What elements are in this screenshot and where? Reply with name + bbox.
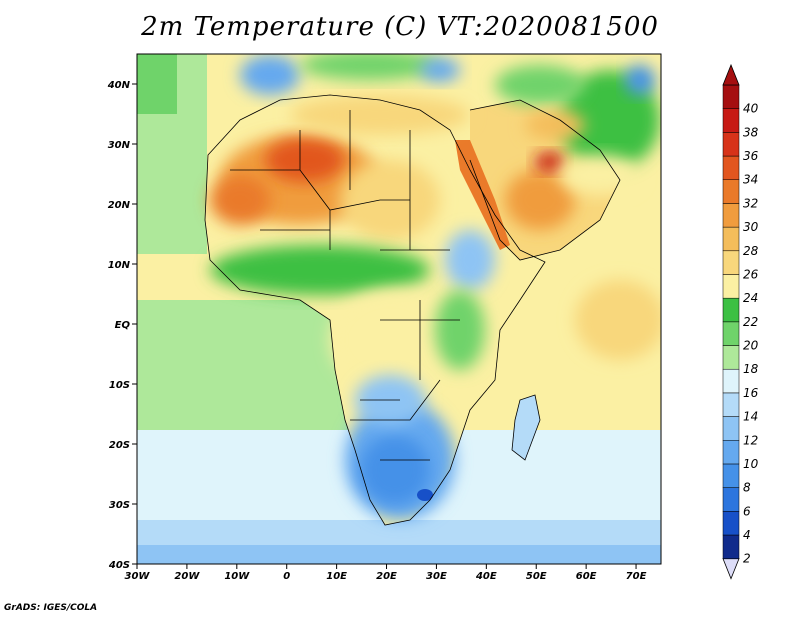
southern-africa-core <box>360 435 430 505</box>
balkans-cool <box>420 58 460 82</box>
west-sahara-warm <box>210 175 270 225</box>
colorbar-label: 14 <box>743 410 758 424</box>
colorbar-bin <box>722 274 740 299</box>
colorbar-label: 2 <box>743 552 751 566</box>
colorbar-bin <box>722 108 740 133</box>
x-tick-label: 40E <box>475 571 497 582</box>
colorbar-label: 20 <box>743 339 759 353</box>
arabia-coastline <box>469 99 621 261</box>
y-tick-label: 40S <box>108 560 130 571</box>
colorbar-label: 16 <box>743 386 759 400</box>
chart-title: 2m Temperature (C) VT:2020081500 <box>141 12 659 42</box>
map-frame <box>136 53 662 565</box>
madagascar-land <box>512 395 540 460</box>
arabia-hot <box>505 170 575 230</box>
y-tick-label: 20S <box>109 440 130 451</box>
x-tick-label: 10E <box>326 571 347 582</box>
colorbar-bin <box>722 440 740 465</box>
southern-edge-band <box>137 545 661 564</box>
colorbar-label: 26 <box>743 267 759 281</box>
colorbar-label: 18 <box>743 362 759 376</box>
colorbar-bin <box>722 487 740 512</box>
sahel-green <box>210 245 430 295</box>
colorbar-label: 10 <box>743 457 759 471</box>
x-tick-label: 20E <box>376 571 397 582</box>
colorbar-label: 38 <box>743 125 759 139</box>
europe-green <box>300 54 440 80</box>
colorbar-label: 28 <box>743 244 759 258</box>
colorbar-bin <box>722 321 740 346</box>
persian-gulf-hot <box>535 152 565 172</box>
sahara-core <box>265 138 345 182</box>
colorbar-label: 12 <box>743 433 758 447</box>
temperature-field <box>137 54 661 564</box>
iberia-cool <box>240 55 300 95</box>
colorbar-bin <box>722 463 740 488</box>
x-tick-label: 60E <box>576 571 597 582</box>
x-tick-label: 0 <box>283 571 290 582</box>
colorbar-bin <box>722 155 740 180</box>
colorbar-bin <box>722 416 740 441</box>
iran-region <box>560 70 660 170</box>
colorbar-label: 24 <box>743 291 758 305</box>
mesopotamia-warm <box>525 110 585 140</box>
x-tick-label: 10W <box>224 571 250 582</box>
colorbar-label: 34 <box>743 173 758 187</box>
grads-credit: GrADS: IGES/COLA <box>4 603 98 613</box>
colorbar-label: 22 <box>743 315 758 329</box>
colorbar-bin <box>722 392 740 417</box>
ethiopian-highlands <box>445 230 495 290</box>
x-tick-label: 20W <box>174 571 200 582</box>
madagascar-coastline <box>511 394 541 461</box>
y-axis: 40N 30N 20N 10N EQ 10S 20S 30S 40S <box>107 80 137 571</box>
caucasus-cool <box>625 65 655 95</box>
colorbar-bin <box>722 345 740 370</box>
north-atlantic-cool <box>137 54 177 114</box>
colorbar-bin <box>722 226 740 252</box>
y-tick-label: 10N <box>108 260 131 271</box>
turkey-region <box>495 65 585 105</box>
colorbar-label: 32 <box>743 196 758 210</box>
east-africa-green <box>435 290 485 370</box>
colorbar-label: 8 <box>743 481 751 495</box>
arabian-sea-warm <box>575 280 661 360</box>
colorbar-upper-arrow <box>722 63 740 86</box>
colorbar-label: 36 <box>743 149 759 163</box>
africa-coastline <box>204 94 546 526</box>
colorbar-bin <box>722 179 740 204</box>
y-tick-label: 30S <box>109 500 130 511</box>
y-tick-label: 20N <box>108 200 131 211</box>
lesotho-cold <box>417 489 433 501</box>
colorbar-bin <box>722 84 740 109</box>
y-tick-label: EQ <box>115 320 131 331</box>
colorbar-label: 30 <box>743 220 759 234</box>
colorbar-bin <box>722 132 740 157</box>
country-borders <box>204 94 621 526</box>
x-tick-label: 30W <box>125 571 151 582</box>
y-tick-label: 10S <box>109 380 130 391</box>
x-tick-label: 50E <box>526 571 547 582</box>
colorbar-bin <box>722 368 740 394</box>
y-tick-label: 30N <box>108 140 131 151</box>
iran-warm <box>560 155 640 195</box>
colorbar-bin <box>722 511 740 536</box>
colorbar-bin <box>722 203 740 228</box>
x-tick-label: 30E <box>426 571 447 582</box>
colorbar-bin <box>722 297 740 323</box>
colorbar-bin <box>722 534 740 559</box>
colorbar-lower-arrow <box>722 558 740 580</box>
colorbar-label: 4 <box>743 528 751 542</box>
x-tick-label: 70E <box>626 571 647 582</box>
colorbar-bin <box>722 250 740 275</box>
colorbar-label: 6 <box>743 504 751 518</box>
mediterranean <box>290 95 470 135</box>
colorbar-label: 40 <box>743 102 759 116</box>
internal-borders <box>230 110 460 461</box>
x-axis: 30W 20W 10W 0 10E 20E 30E 40E 50E 60E 70E <box>125 564 647 582</box>
y-tick-label: 40N <box>107 80 131 91</box>
